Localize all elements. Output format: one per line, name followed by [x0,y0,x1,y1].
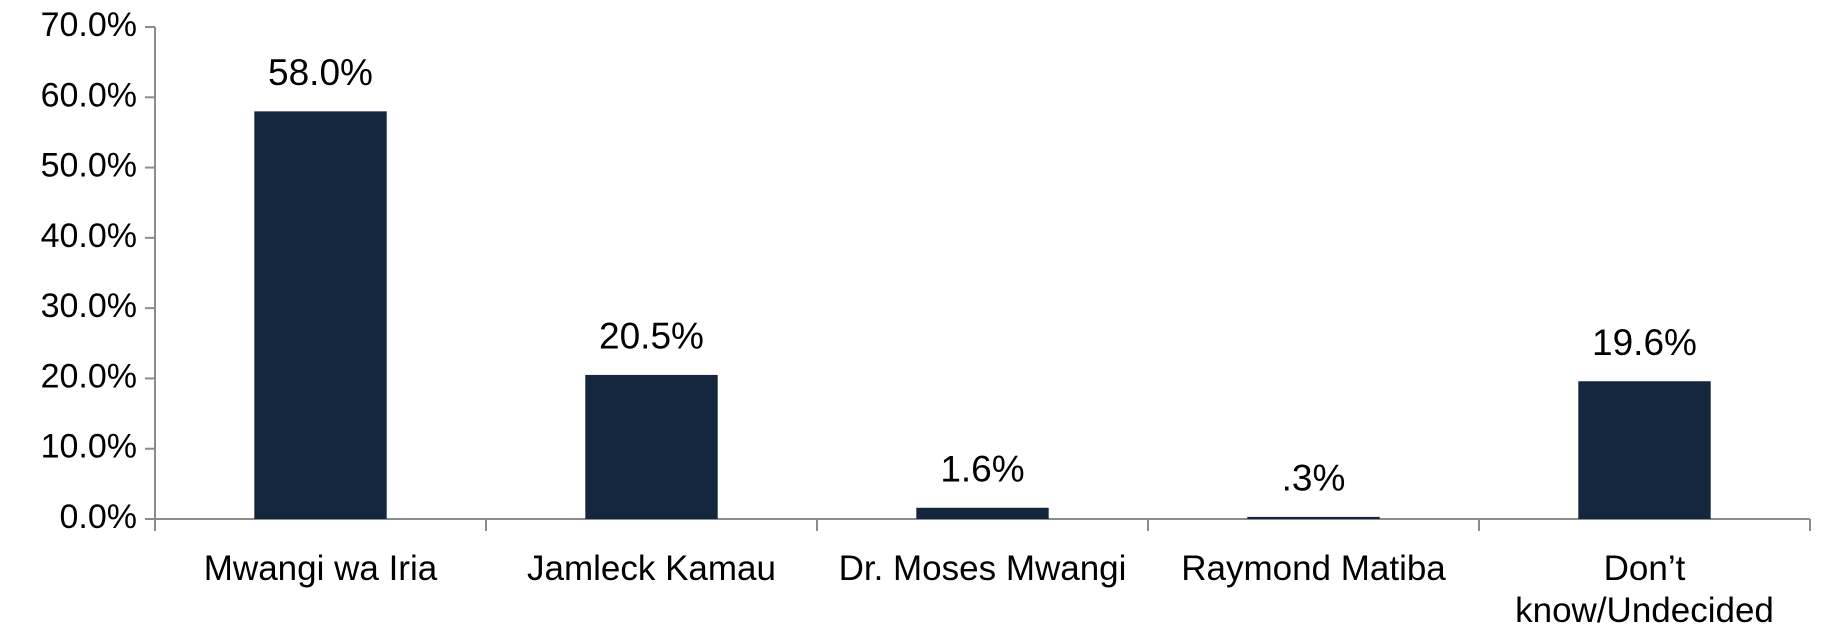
value-label: .3% [1282,458,1346,499]
y-tick-label: 20.0% [41,357,137,395]
bar [585,374,718,519]
value-label: 58.0% [268,52,373,93]
value-label: 1.6% [940,449,1024,490]
value-label: 20.5% [599,316,704,357]
x-tick-label: Dr. Moses Mwangi [838,549,1127,588]
y-tick-label: 70.0% [41,6,137,44]
x-tick-label: Jamleck Kamau [527,549,776,588]
bar [1578,381,1711,519]
y-tick-label: 40.0% [41,217,137,255]
bar [916,507,1049,519]
x-tick-label: Don’t know/Undecided [1515,549,1774,630]
bar [1247,516,1380,519]
x-tick-label: Raymond Matiba [1181,549,1446,588]
x-tick-label: Mwangi wa Iria [203,549,438,588]
y-tick-label: 30.0% [41,287,137,325]
y-tick-label: 0.0% [60,498,138,536]
y-tick-label: 50.0% [41,147,137,185]
y-tick-label: 10.0% [41,428,137,466]
value-label: 19.6% [1592,322,1697,363]
y-tick-label: 60.0% [41,76,137,114]
bar [254,111,387,519]
